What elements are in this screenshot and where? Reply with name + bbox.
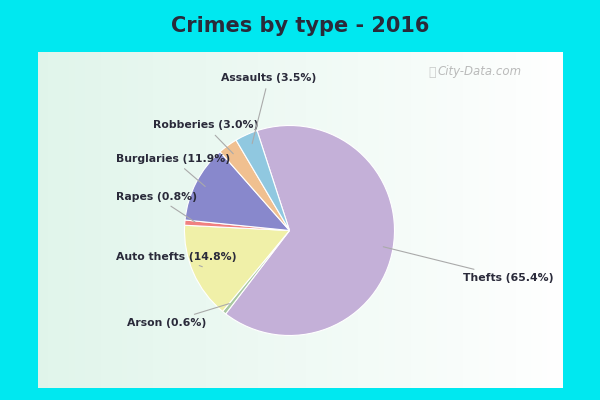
- Text: Auto thefts (14.8%): Auto thefts (14.8%): [116, 252, 237, 267]
- Text: Robberies (3.0%): Robberies (3.0%): [153, 120, 259, 154]
- Text: City-Data.com: City-Data.com: [438, 66, 522, 78]
- Text: Arson (0.6%): Arson (0.6%): [127, 304, 229, 328]
- Wedge shape: [223, 230, 290, 314]
- Wedge shape: [236, 131, 290, 230]
- Wedge shape: [220, 140, 290, 230]
- Text: Assaults (3.5%): Assaults (3.5%): [221, 73, 316, 144]
- Wedge shape: [185, 152, 290, 230]
- Text: Rapes (0.8%): Rapes (0.8%): [116, 192, 197, 222]
- Text: Burglaries (11.9%): Burglaries (11.9%): [116, 154, 230, 186]
- Wedge shape: [185, 220, 290, 230]
- Text: Thefts (65.4%): Thefts (65.4%): [383, 247, 553, 283]
- Text: Crimes by type - 2016: Crimes by type - 2016: [171, 16, 429, 36]
- Wedge shape: [226, 126, 394, 336]
- Text: ⦿: ⦿: [428, 66, 436, 78]
- Wedge shape: [185, 225, 290, 312]
